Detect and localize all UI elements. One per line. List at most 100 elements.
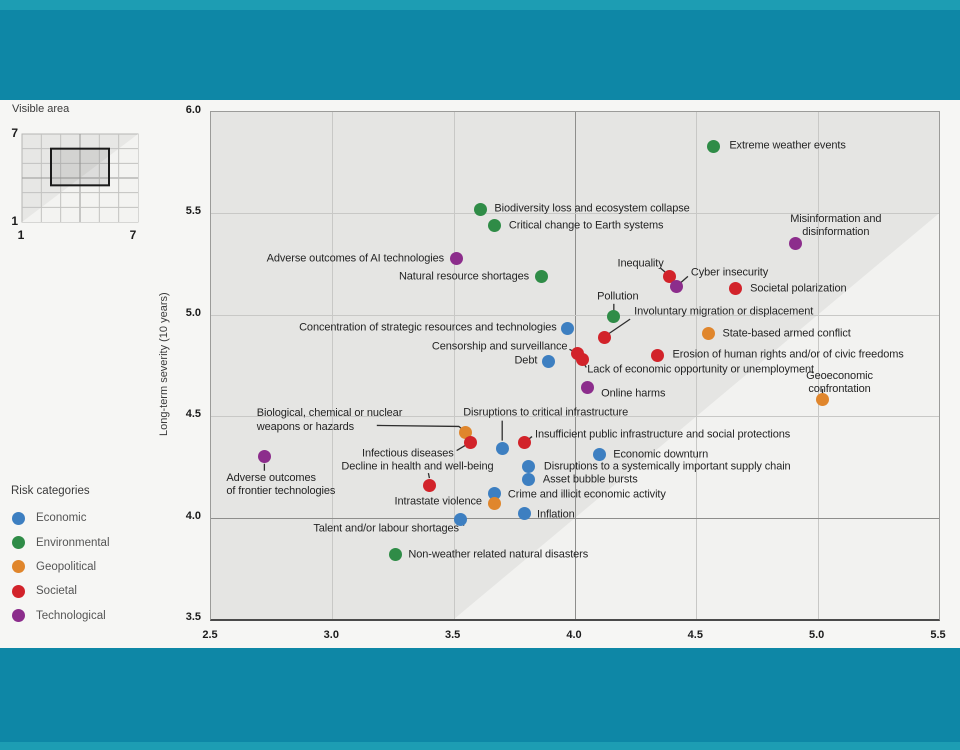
risk-dot[interactable] — [488, 486, 502, 500]
risk-label: Adverse outcomes of AI technologies — [266, 252, 445, 265]
gridline-vertical — [332, 112, 334, 619]
risk-dot[interactable] — [473, 202, 487, 216]
minimap-xmin-label: 1 — [17, 228, 25, 242]
gridline-vertical — [575, 112, 576, 619]
risk-dot[interactable] — [728, 281, 742, 295]
risk-dot[interactable] — [522, 472, 536, 486]
y-axis-tick: 5.0 — [185, 306, 201, 319]
risk-dot[interactable] — [541, 354, 555, 368]
legend-item-environmental[interactable]: Environmental — [12, 530, 110, 554]
risk-label: Online harms — [601, 387, 666, 400]
risk-label: Pollution — [597, 290, 639, 303]
gridline-horizontal — [211, 517, 939, 519]
x-axis-tick: 2.5 — [202, 629, 218, 641]
legend-color-dot — [12, 511, 25, 525]
x-axis-tick: 4.0 — [566, 629, 582, 641]
risk-dot[interactable] — [517, 507, 531, 521]
risk-label: Talent and/or labour shortages — [313, 522, 459, 535]
legend-item-label: Environmental — [36, 536, 110, 549]
risk-label: Misinformation and disinformation — [790, 212, 882, 238]
risk-dot[interactable] — [670, 279, 684, 293]
risk-label: Economic downturn — [613, 448, 709, 461]
risk-label: Censorship and surveillance — [431, 340, 568, 353]
legend-item-technological[interactable]: Technological — [12, 604, 110, 628]
risk-label: Non-weather related natural disasters — [408, 548, 589, 561]
risk-dot[interactable] — [534, 269, 548, 283]
y-axis-tick: 3.5 — [185, 611, 201, 623]
minimap-title: Visible area — [12, 103, 70, 115]
y-axis-tick: 6.0 — [185, 104, 201, 116]
x-axis-tick: 3.5 — [445, 629, 461, 641]
label-leader-line — [427, 473, 431, 479]
legend-item-societal[interactable]: Societal — [12, 579, 110, 603]
risk-label: Geoeconomic confrontation — [806, 369, 873, 395]
risk-dot[interactable] — [464, 436, 478, 450]
risk-label: Extreme weather events — [729, 139, 846, 152]
risk-label: Concentration of strategic resources and… — [299, 321, 557, 334]
legend-color-dot — [12, 584, 25, 598]
risk-dot[interactable] — [816, 393, 830, 407]
legend-color-dot — [12, 536, 25, 550]
risk-dot[interactable] — [459, 425, 473, 439]
legend-color-dot — [12, 609, 25, 623]
risk-label: Erosion of human rights and/or of civic … — [672, 348, 904, 361]
risk-dot[interactable] — [597, 330, 611, 344]
minimap-ymin-label: 1 — [11, 214, 18, 228]
x-axis-tick: 5.0 — [809, 629, 825, 641]
risk-dot[interactable] — [592, 448, 606, 462]
risk-dot[interactable] — [388, 547, 402, 561]
gridline-horizontal — [211, 213, 939, 215]
risk-dot[interactable] — [257, 450, 271, 464]
gridline-vertical — [453, 112, 455, 619]
minimap-xmax-label: 7 — [129, 228, 137, 242]
risk-dot[interactable] — [495, 442, 509, 456]
legend-item-label: Economic — [36, 512, 87, 525]
risk-dot[interactable] — [522, 460, 536, 474]
risk-label: Biological, chemical or nuclear weapons … — [256, 407, 403, 433]
risk-label: State-based armed conflict — [722, 327, 851, 340]
risk-dot[interactable] — [575, 352, 589, 366]
risk-dot[interactable] — [706, 139, 720, 153]
risk-dot[interactable] — [561, 322, 575, 336]
risk-label: Inflation — [537, 507, 575, 520]
risk-label: Intrastate violence — [394, 495, 482, 508]
risk-dot[interactable] — [517, 436, 531, 450]
risk-dot[interactable] — [449, 251, 463, 265]
bottom-banner-strip — [0, 742, 960, 750]
risk-label: Infectious diseases — [361, 446, 454, 459]
minimap-grid — [21, 133, 139, 223]
risk-dot[interactable] — [651, 348, 664, 362]
risk-label: Inequality — [617, 257, 664, 270]
plot-area: Extreme weather events Biodiversity loss … — [210, 111, 940, 621]
gridline-vertical — [817, 112, 819, 619]
risk-dot[interactable] — [789, 237, 803, 251]
legend-item-label: Societal — [36, 585, 77, 598]
gridline-horizontal — [211, 416, 939, 418]
risk-dot[interactable] — [607, 310, 621, 324]
risk-dot[interactable] — [663, 269, 677, 283]
minimap-ymax-label: 7 — [11, 126, 18, 140]
risk-label: Natural resource shortages — [398, 270, 530, 283]
risk-label: Insufficient public infrastructure and s… — [535, 427, 791, 440]
risk-dot[interactable] — [701, 326, 715, 340]
risk-label: Disruptions to critical infrastructure — [463, 406, 629, 419]
risk-label: Lack of economic opportunity or unemploy… — [587, 363, 814, 376]
risk-dot[interactable] — [488, 496, 502, 510]
risk-dot[interactable] — [422, 478, 436, 492]
risk-label: Involuntary migration or displacement — [634, 305, 814, 318]
risk-dot[interactable] — [454, 513, 468, 527]
risk-label: Asset bubble bursts — [542, 473, 638, 486]
gridline-vertical — [696, 112, 698, 619]
minimap-viewport[interactable] — [50, 147, 110, 187]
risk-label: Societal polarization — [750, 282, 847, 295]
legend-item-economic[interactable]: Economic — [12, 506, 110, 530]
x-axis-tick: 5.5 — [930, 629, 946, 641]
x-axis-tick: 4.5 — [687, 629, 703, 641]
legend-item-geopolitical[interactable]: Geopolitical — [12, 555, 110, 579]
risk-dot[interactable] — [488, 219, 502, 233]
legend: Economic Environmental Geopolitical Societa… — [12, 506, 110, 628]
y-axis-tick: 4.5 — [185, 408, 201, 421]
risk-label: Decline in health and well-being — [341, 460, 494, 473]
risk-dot[interactable] — [580, 381, 594, 395]
